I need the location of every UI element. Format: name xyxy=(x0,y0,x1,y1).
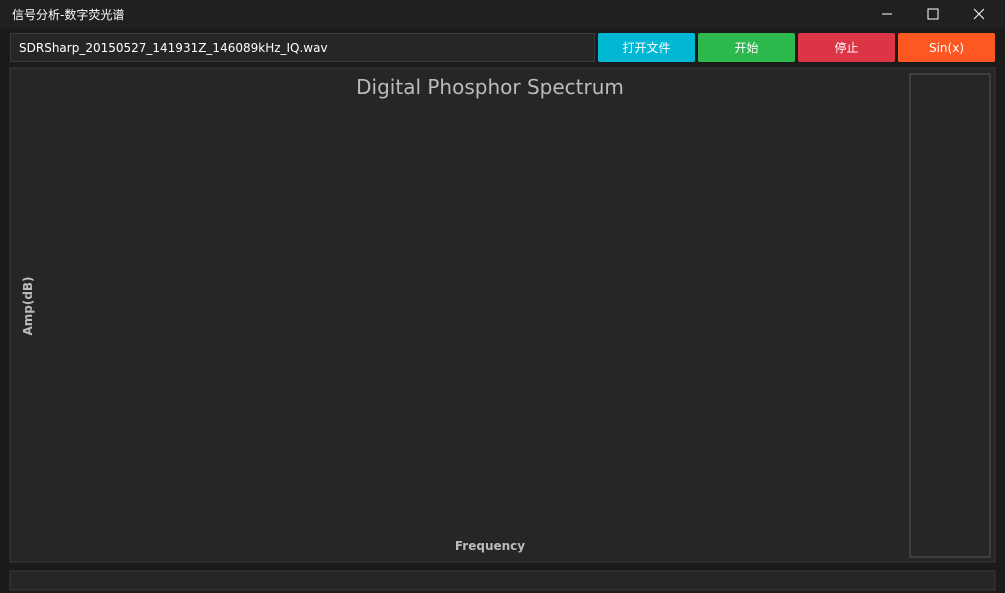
sin-button[interactable]: Sin(x) xyxy=(898,33,995,62)
open-button[interactable]: 打开文件 xyxy=(598,33,695,62)
window-controls[interactable]: 01020304050607080901000.0KHz200.0KHz400.… xyxy=(870,0,1005,28)
title-bar: 信号分析-数字荧光谱 01020304050607080901000.0KHz2… xyxy=(0,0,1005,28)
stop-button[interactable]: 停止 xyxy=(798,33,895,62)
y-axis-label: Amp(dB) xyxy=(21,276,35,335)
colorbar-panel xyxy=(909,73,991,558)
chart-title: Digital Phosphor Spectrum xyxy=(356,75,624,99)
window-title: 信号分析-数字荧光谱 xyxy=(12,8,125,22)
start-button[interactable]: 开始 xyxy=(698,33,795,62)
chart-panel xyxy=(9,67,996,563)
file-path[interactable]: SDRSharp_20150527_141931Z_146089kHz_IQ.w… xyxy=(10,33,595,62)
status-bar xyxy=(9,570,996,591)
x-axis-label: Frequency xyxy=(455,539,525,553)
